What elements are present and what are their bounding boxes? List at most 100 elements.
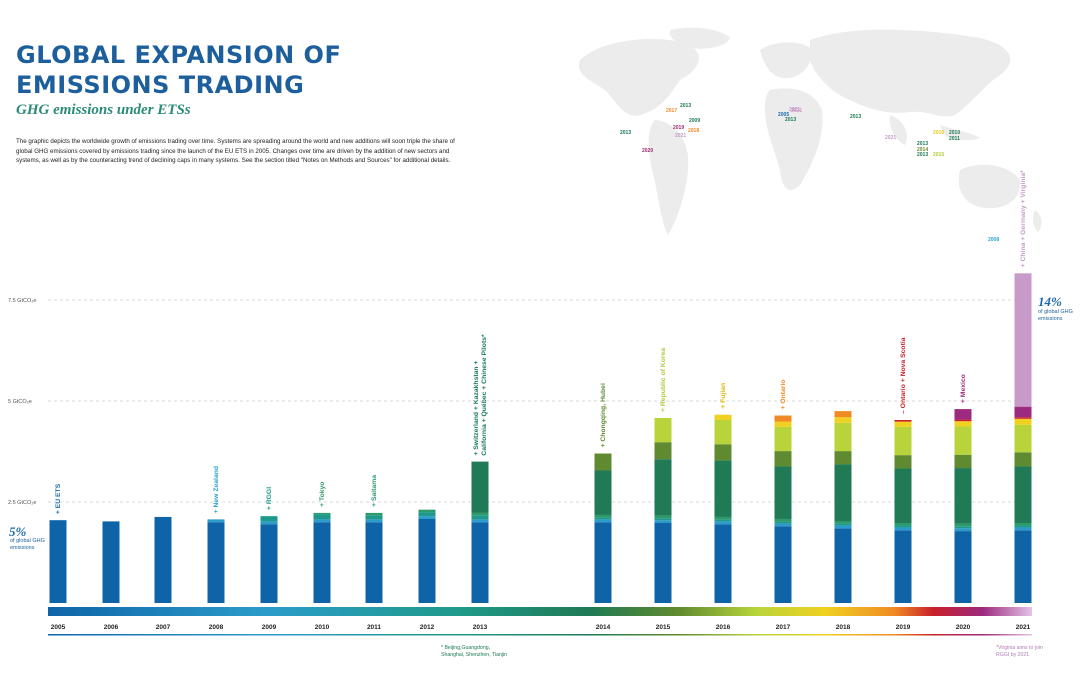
bar-annotation: + Saitama [371,475,378,507]
bar-segment [834,520,852,524]
share-end-value: 14% [1038,294,1062,309]
bar-segment [894,468,912,524]
bar-segment [954,523,972,527]
bar-segment [834,464,852,521]
bar-segment [954,454,972,469]
bar-annotation: – Ontario + Nova Scotia [900,337,907,414]
bar-segment [894,525,912,528]
map-year-label: 2013 [680,103,691,109]
map-year-label: 2021 [789,107,800,113]
bar-segment [365,519,383,523]
bar-segment [1014,530,1032,603]
bar-segment [714,444,732,461]
x-tick-label: 2005 [51,624,66,631]
bar-segment [418,509,436,513]
bar-segment [260,521,278,525]
bar-segment [1014,418,1032,425]
bar-segment [714,524,732,603]
bar-segment [714,519,732,522]
bar-segment [471,461,489,513]
bar-segment [594,453,612,471]
bar-segment [954,526,972,529]
bar-segment [471,512,489,516]
map-year-label: 2008 [988,237,999,243]
bar-segment [313,522,331,603]
bar-segment [834,411,852,418]
bar-annotation: + EU ETS [55,483,62,514]
bar-segment [954,531,972,603]
map-year-label: 2019 [673,125,684,131]
share-end-label: of global GHG emissions [1038,309,1073,322]
x-tick-label: 2014 [596,624,611,631]
bar-segment [954,409,972,420]
bar-segment [418,516,436,519]
map-year-label: 2013 [917,141,928,147]
bar-segment [894,455,912,469]
bar-segment [954,421,972,427]
bar-annotation: + Fujian [720,383,727,409]
bar-segment [894,527,912,531]
map-year-label: 2021 [675,133,686,139]
bar-segment [594,470,612,515]
bar-segment [954,419,972,422]
bar-segment [418,518,436,603]
bar-segment [594,522,612,603]
bar-annotation: + China + Germany + Virginia* [1020,170,1027,268]
x-tick-label: 2015 [656,624,671,631]
bar-segment [894,426,912,456]
bar-segment [365,512,383,516]
bar-segment [834,451,852,465]
bar-segment [471,519,489,523]
map-year-label: 2015 [933,152,944,158]
china-pilots-footnote: * Beijing,Guangdong, Shanghai, Shenzhen,… [441,645,508,658]
bar-segment [1014,523,1032,526]
x-tick-label: 2009 [262,624,277,631]
x-tick-label: 2008 [209,624,224,631]
map-year-label: 2020 [642,148,653,154]
bar-segment [654,417,672,443]
bar-segment [418,512,436,517]
bar-segment [594,517,612,520]
bar-segment [1014,525,1032,528]
x-tick-label: 2011 [367,624,381,631]
bar-segment [834,417,852,423]
bar-segment [654,518,672,521]
y-tick-label: 7.5 GtCO₂e [8,298,36,304]
page-title: GLOBAL EXPANSION OF EMISSIONS TRADING [16,41,342,99]
x-tick-label: 2020 [956,624,971,631]
bar-segment [654,459,672,516]
bar-segment [207,522,225,603]
virginia-footnote: *Virginia aims to join RGGI by 2021 [996,645,1043,658]
bar-segment [1014,452,1032,467]
map-year-label: 2011 [949,136,960,142]
bar-segment [894,419,912,422]
x-tick-label: 2012 [420,624,435,631]
bar-segment [260,516,278,522]
bar-segment [654,515,672,519]
x-tick-label: 2007 [156,624,171,631]
bar-segment [207,519,225,523]
map-year-label: 2014 [917,147,928,153]
bar-segment [654,523,672,603]
bar-segment [313,514,331,520]
bar-segment [1014,527,1032,531]
bar-segment [954,426,972,455]
bar-segment [471,515,489,520]
bar-annotation: + Republic of Korea [660,348,667,412]
map-year-label: 2017 [666,108,677,114]
x-tick-label: 2017 [776,624,791,631]
bar-segment [774,523,792,527]
map-year-label: 2013 [785,117,796,123]
bar-annotation: + Switzerland + Kazakhstan + [473,361,480,456]
bar-segment [1014,424,1032,453]
bar-segment [774,426,792,452]
bar-annotation: + Chongqing, Hubei [600,383,607,447]
bar-segment [834,525,852,529]
bar-segment [365,522,383,603]
bar-segment [714,419,732,445]
map-year-label: 2013 [620,130,631,136]
bar-annotation: + New Zealand [213,466,220,513]
share-start-value: 5% [9,524,27,539]
bar-segment [714,516,732,520]
